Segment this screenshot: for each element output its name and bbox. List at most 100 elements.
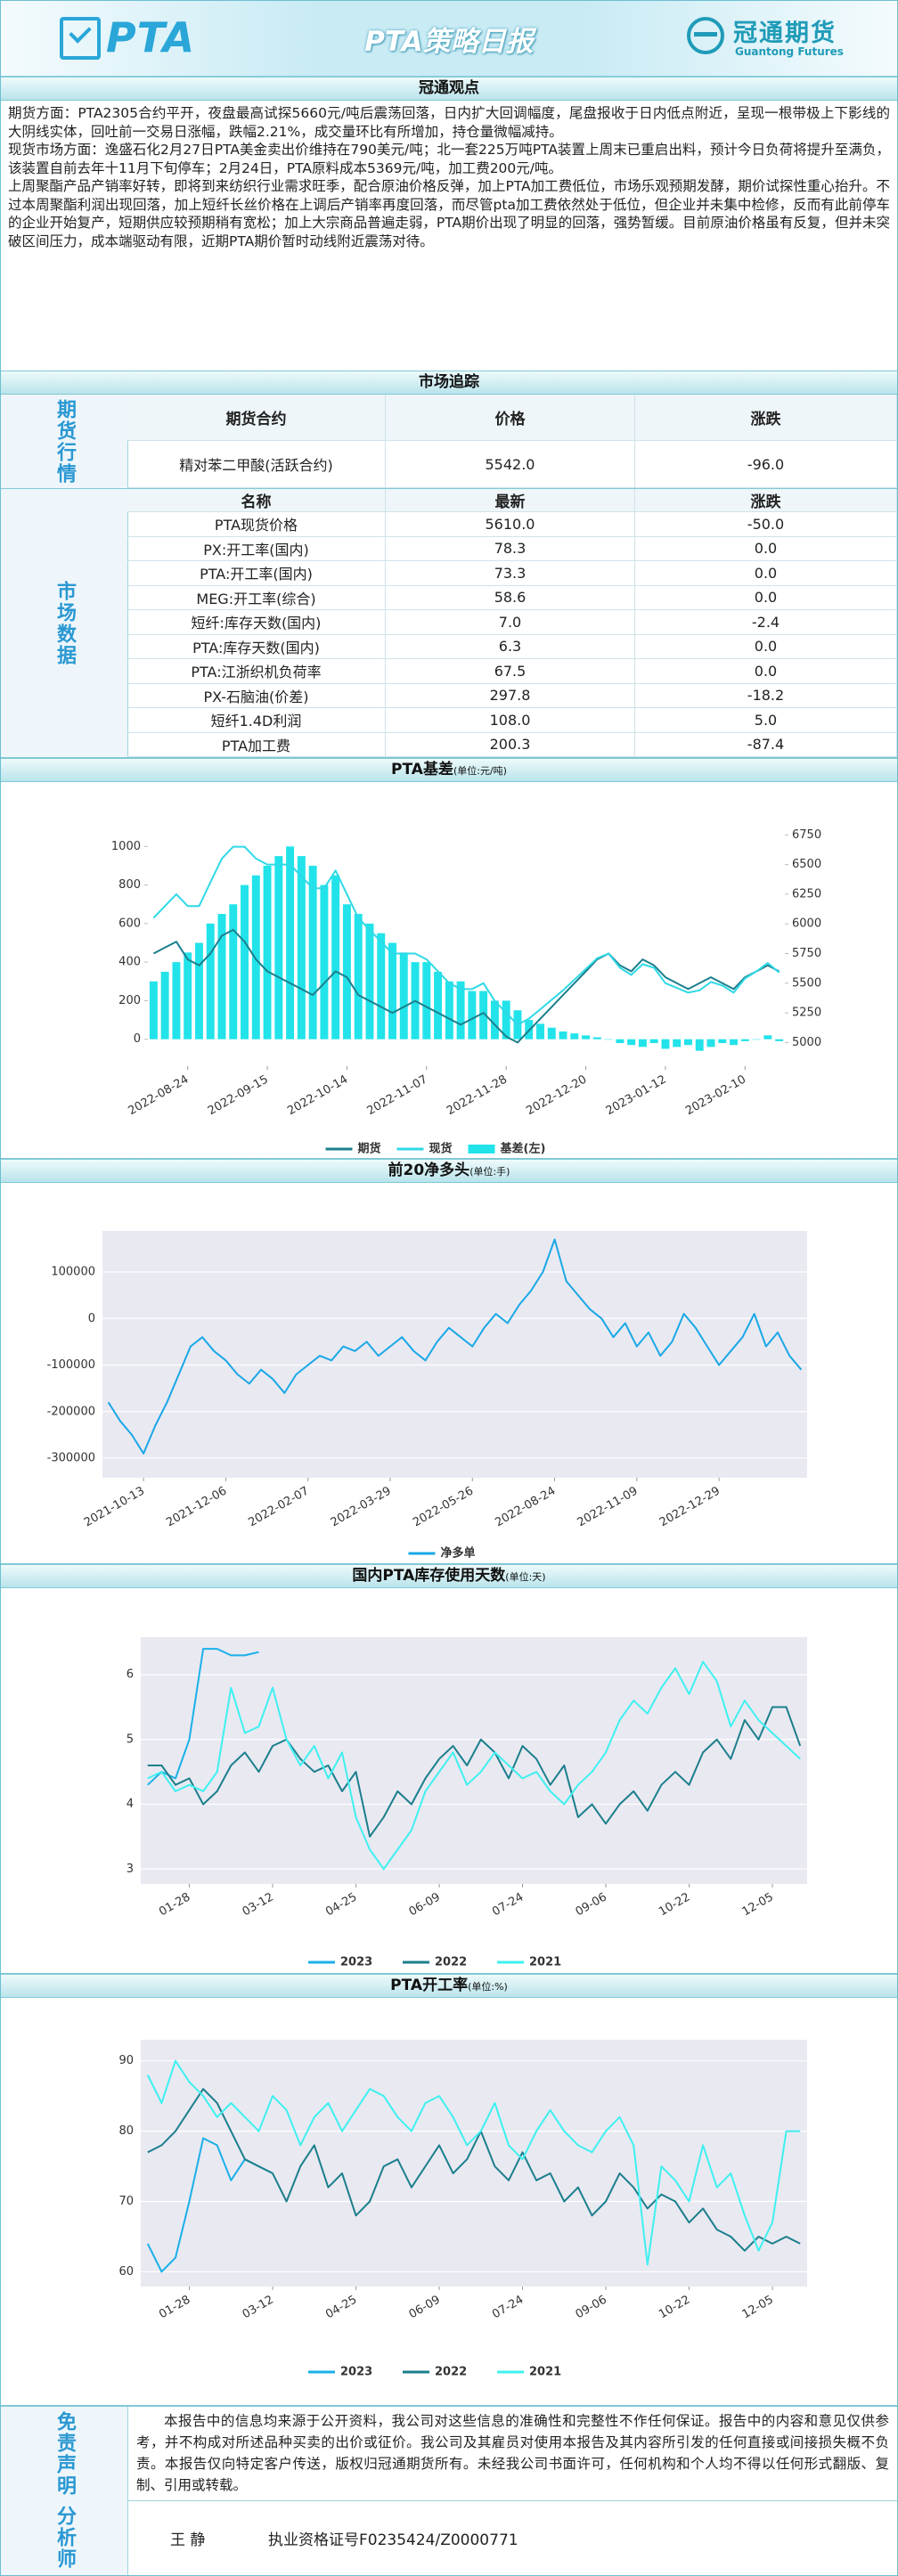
x-tick-label: 2023-02-10 — [683, 1073, 748, 1119]
bar — [752, 1039, 761, 1040]
y2-tick-label: 5500 — [792, 976, 821, 990]
bar — [661, 1039, 670, 1049]
bar — [251, 875, 260, 1039]
bar — [217, 914, 226, 1039]
legend-label: 2021 — [529, 1956, 561, 1969]
plot-background — [102, 1231, 807, 1478]
chart-section: 60 70 80 90 01-28 03-12 04-25 06-09 07-24 09-06 10… — [1, 1974, 897, 2406]
y-tick-label: 1000 — [111, 840, 141, 853]
table-cell: PTA:江浙织机负荷率 — [127, 659, 386, 684]
y-tick-label: 60 — [118, 2265, 134, 2278]
y-tick-label: 200 — [118, 994, 141, 1007]
unit: (单位:元/吨) — [453, 765, 507, 777]
bar — [342, 904, 351, 1039]
company-icon — [687, 17, 724, 54]
table-cell: 0.0 — [635, 634, 897, 659]
bar — [775, 1039, 784, 1041]
section-title: 市场追踪 — [1, 371, 897, 395]
table-cell: 精对苯二甲酸(活跃合约) — [127, 441, 386, 488]
table-cell: 73.3 — [386, 561, 635, 586]
line — [147, 1648, 259, 1786]
table-cell: PX-石脑油(价差) — [127, 683, 386, 708]
legend-label: 现货 — [429, 1142, 453, 1156]
bar — [365, 923, 374, 1039]
y-tick-label: -200000 — [47, 1405, 95, 1418]
x-tick-label: 01-28 — [157, 2294, 192, 2322]
y2-tick-label: 6750 — [792, 828, 821, 842]
disclaimer: 免责声明 本报告中的信息均来源于公开资料，我公司对这些信息的准确性和完整性不作任… — [1, 2406, 897, 2501]
x-tick-label: 2022-08-24 — [126, 1073, 191, 1119]
bar — [399, 952, 408, 1039]
x-tick-label: 2022-09-15 — [206, 1073, 271, 1119]
row-label: 分析师 — [1, 2500, 128, 2575]
bar — [730, 1039, 739, 1046]
market-table: 市场数据 名称 最新 涨跌 PTA现货价格 5610.0 -50.0 PX:开工率(国内) 7… — [1, 489, 897, 758]
y2-tick-label: 5250 — [792, 1007, 821, 1020]
y2-tick-label: 6000 — [792, 917, 821, 931]
chart-title: PTA开工率(单位:%) — [1, 1974, 897, 1998]
chart-title: 前20净多头(单位:手) — [1, 1159, 897, 1183]
chart-title: PTA基差(单位:元/吨) — [1, 758, 897, 782]
column-header: 名称 — [127, 489, 386, 512]
title-text: PTA基差 — [391, 761, 453, 779]
bar — [241, 884, 249, 1039]
table-cell: -87.4 — [635, 732, 897, 757]
x-tick-label: 2022-05-26 — [411, 1485, 476, 1530]
table-cell: PTA现货价格 — [127, 512, 386, 537]
x-tick-label: 2022-11-07 — [365, 1073, 430, 1119]
bar — [331, 875, 340, 1039]
y-tick-label: 80 — [118, 2124, 134, 2138]
bar — [297, 856, 306, 1039]
bar — [149, 981, 158, 1039]
bar — [490, 1000, 499, 1039]
bar — [582, 1035, 591, 1039]
x-tick-label: 04-25 — [323, 1891, 359, 1920]
column-header: 价格 — [386, 395, 635, 441]
bar — [468, 990, 477, 1039]
x-tick-label: 07-24 — [490, 2294, 526, 2322]
x-tick-label: 2022-03-29 — [329, 1485, 394, 1530]
bar — [638, 1039, 647, 1048]
y-tick-label: 70 — [118, 2195, 134, 2208]
line — [147, 2088, 801, 2252]
unit: (单位:天) — [505, 1571, 546, 1583]
chart-title: 国内PTA库存使用天数(单位:天) — [1, 1564, 897, 1588]
table-cell: 0.0 — [635, 585, 897, 610]
x-tick-label: 2022-02-07 — [247, 1485, 312, 1530]
x-tick-label: 2022-08-24 — [493, 1485, 558, 1530]
x-tick-label: 09-06 — [574, 1891, 609, 1920]
x-tick-label: 03-12 — [241, 2294, 276, 2322]
legend-label: 2022 — [435, 2366, 467, 2379]
bar — [388, 942, 396, 1039]
bar — [377, 933, 386, 1039]
bar — [184, 952, 192, 1039]
table-cell: 6.3 — [386, 634, 635, 659]
x-tick-label: 10-22 — [657, 1891, 692, 1920]
table-cell: 297.8 — [386, 683, 635, 708]
y-tick-label: 4 — [127, 1797, 134, 1811]
table-cell: 0.0 — [635, 561, 897, 586]
title-text: 前20净多头 — [388, 1162, 470, 1179]
header: PTA PTA策略日报 冠通期货 Guantong Futures — [1, 1, 897, 77]
table-cell: PTA:库存天数(国内) — [127, 634, 386, 659]
y-tick-label: 3 — [127, 1863, 134, 1876]
label-text: 分析师 — [53, 2506, 76, 2570]
bar — [320, 884, 329, 1039]
bar — [536, 1023, 544, 1039]
table-cell: MEG:开工率(综合) — [127, 585, 386, 610]
bar — [194, 942, 203, 1039]
x-tick-label: 12-05 — [740, 2294, 776, 2322]
y-tick-label: 100000 — [51, 1265, 95, 1278]
table-cell: 58.6 — [386, 585, 635, 610]
chart: 3 4 5 6 01-28 03-12 04-25 06-09 07-24 09-06 10-22 1… — [127, 1637, 807, 1969]
paragraph: 上周聚酯产品产销率好转，即将到来纺织行业需求旺季，配合原油价格反弹，加上PTA加… — [8, 178, 890, 249]
column-header: 最新 — [386, 489, 635, 512]
x-tick-label: 2021-10-13 — [82, 1485, 147, 1530]
y-tick-label: 90 — [118, 2054, 134, 2067]
y-tick-label: 0 — [88, 1312, 95, 1325]
x-tick-label: 2022-11-28 — [445, 1073, 510, 1119]
bar — [695, 1039, 704, 1051]
logo-check — [69, 20, 92, 44]
bar — [502, 1000, 510, 1039]
